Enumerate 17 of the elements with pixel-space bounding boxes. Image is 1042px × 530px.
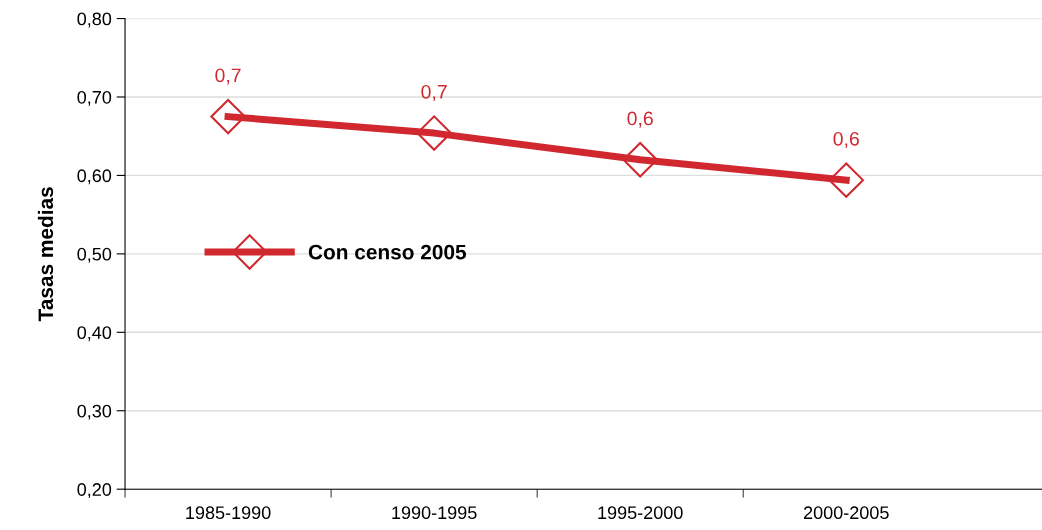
legend-label: Con censo 2005 — [308, 244, 467, 260]
y-tick-label: 0,30 — [77, 404, 112, 420]
y-tick-label: 0,60 — [77, 169, 112, 185]
y-tick-label: 0,40 — [77, 326, 112, 342]
data-label: 0,6 — [627, 111, 653, 128]
y-tick-label: 0,80 — [77, 12, 112, 28]
data-label: 0,7 — [215, 68, 241, 85]
y-tick-label: 0,70 — [77, 90, 112, 106]
data-label: 0,6 — [833, 131, 859, 149]
y-tick-label: 0,20 — [77, 483, 112, 499]
y-tick-label: 0,50 — [77, 247, 112, 263]
data-label: 0,7 — [421, 84, 447, 101]
x-tick-label: 2000-2005 — [803, 506, 889, 520]
x-tick-label: 1990-1995 — [392, 506, 477, 520]
y-axis-title: Tasas medias — [37, 187, 54, 322]
x-tick-label: 1995-2000 — [598, 506, 683, 520]
x-tick-label: 1985-1990 — [186, 506, 271, 520]
